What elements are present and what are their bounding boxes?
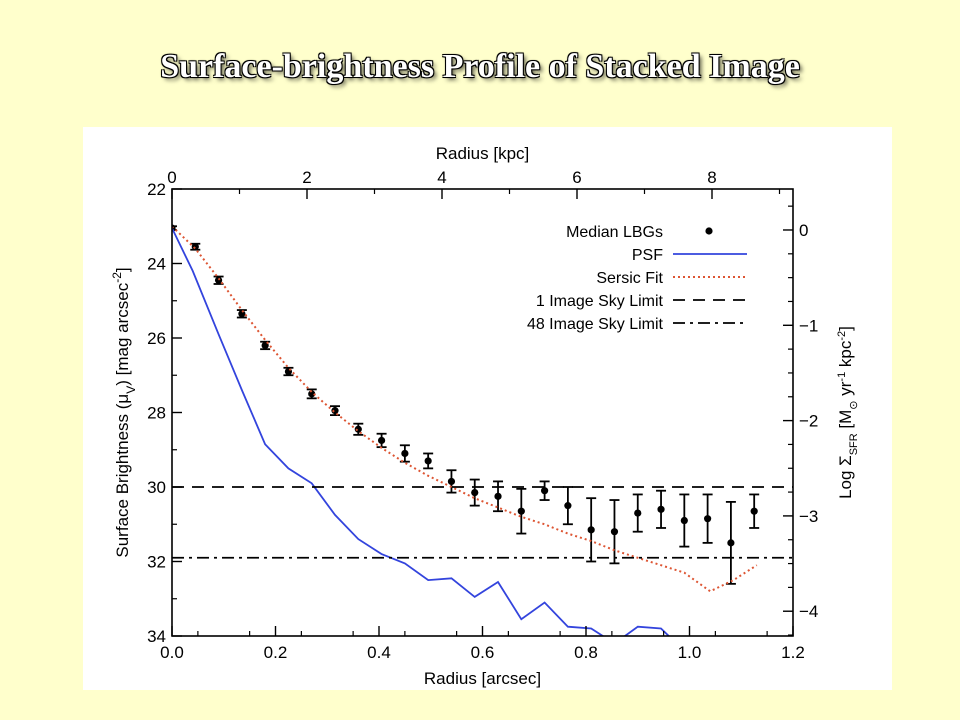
data-point [587,526,595,534]
legend-label: PSF [632,247,663,264]
data-point [564,502,572,510]
data-point [331,407,339,415]
chart-figure: 0.0 0.2 0.4 0.6 0.8 1.0 1.2 0 2 4 6 8 22 24 26 28 30 32 34… [83,127,892,690]
slide-title: Surface-brightness Profile of Stacked Im… [160,48,800,85]
data-point [517,507,525,515]
x-tick-label: 0.2 [264,643,288,662]
data-point [680,516,688,525]
legend-label: Sersic Fit [596,270,663,287]
data-point [610,528,619,536]
y-tick-label: 34 [147,627,166,646]
data-point [354,425,362,433]
data-point [214,276,223,284]
data-point [727,539,735,547]
x2-tick-label: 8 [707,168,716,187]
x-tick-label: 1.2 [781,643,805,662]
y-axis-label: Surface Brightness (μV) [mag arcsec-2] [110,267,138,557]
surface-brightness-chart: 0.0 0.2 0.4 0.6 0.8 1.0 1.20 2 4 6 822242628303234… [110,144,860,688]
y-tick-label: 26 [147,329,166,348]
data-point [377,436,386,445]
data-point [750,507,758,515]
series-layer [172,224,793,636]
x-tick-label: 1.0 [678,643,702,662]
data-point [191,243,199,251]
y-tick-label: 24 [147,255,166,274]
y2-axis-label: Log ΣSFR [M⊙ yr-1 kpc-2] [836,326,860,499]
legend-label: Median LBGs [566,224,663,241]
data-point [447,477,456,486]
data-point [657,505,665,513]
data-point [704,515,712,523]
legend-label: 48 Image Sky Limit [527,316,664,333]
y2-tick-label: 0 [799,221,808,240]
x-axis-label: Radius [arcsec] [424,669,541,688]
x-tick-label: 0.8 [574,643,598,662]
data-point [494,492,502,500]
y-tick-label: 30 [147,478,166,497]
data-point [284,367,293,376]
y2-tick-label: −3 [799,507,818,526]
legend: Median LBGs PSF Sersic Fit 1 Image Sky Limi… [527,224,747,333]
x2-tick-label: 2 [302,168,311,187]
legend-label: 1 Image Sky Limit [536,293,664,310]
data-point [401,449,409,458]
y2-tick-label: −2 [799,412,818,431]
x-tick-label: 0.4 [367,643,391,662]
y2-tick-label: −1 [799,316,818,335]
data-point [634,509,642,517]
data-point [471,488,479,497]
x-tick-label: 0.0 [160,643,184,662]
y-tick-label: 22 [147,180,166,199]
series-line-dotted [172,225,758,593]
ticks-layer [171,188,794,637]
y-tick-label: 32 [147,553,166,572]
data-point [541,487,549,495]
x-tick-label: 0.6 [471,643,495,662]
data-point [424,457,432,465]
plot-frame [171,188,794,637]
x2-tick-label: 4 [437,168,446,187]
labels-layer: 0.0 0.2 0.4 0.6 0.8 1.0 1.20 2 4 6 822242628303234… [110,144,860,688]
y-tick-label: 28 [147,404,166,423]
x2-axis-label: Radius [kpc] [436,144,530,163]
x2-tick-label: 6 [572,168,581,187]
legend-marker [705,227,713,235]
y2-tick-label: −4 [799,602,818,621]
series-line-solid [172,227,671,636]
x2-tick-label: 0 [167,168,176,187]
data-point [308,390,316,398]
